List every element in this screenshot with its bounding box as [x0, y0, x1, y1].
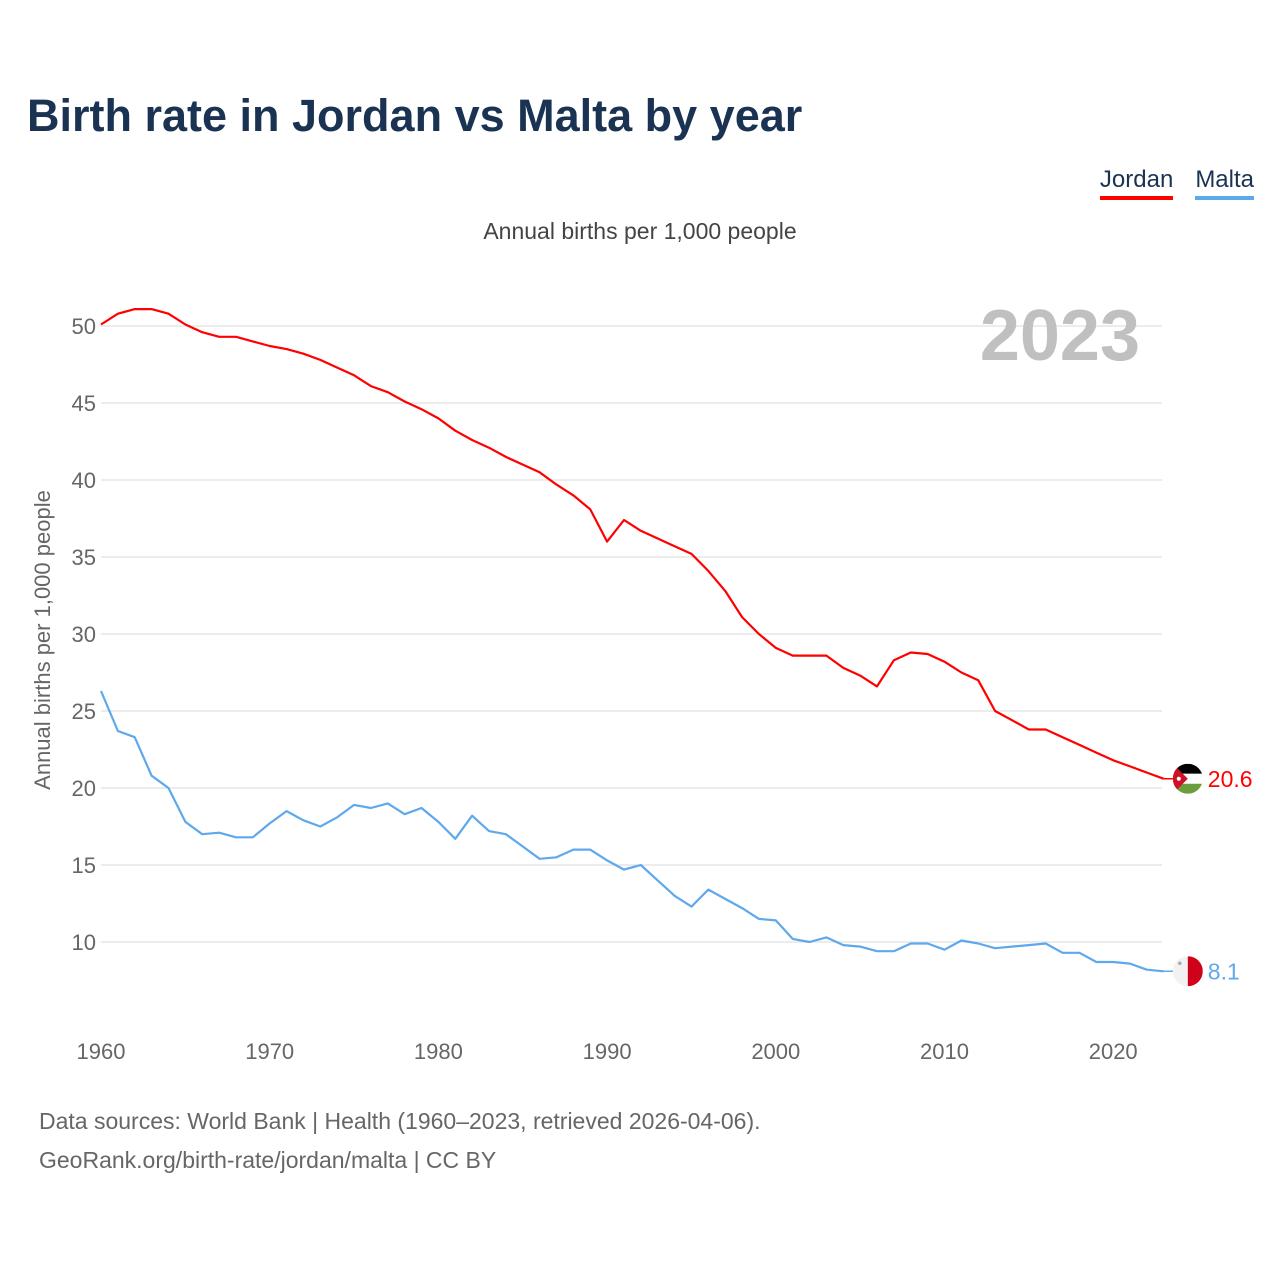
legend-item-malta[interactable]: Malta	[1195, 166, 1254, 200]
y-tick-label: 50	[72, 314, 96, 339]
y-tick-label: 15	[72, 853, 96, 878]
footer-link[interactable]: GeoRank.org/birth-rate/jordan/malta | CC…	[39, 1147, 497, 1173]
legend: Jordan Malta	[1099, 166, 1254, 200]
y-tick-label: 10	[72, 930, 96, 955]
footer-sources: Data sources: World Bank | Health (1960–…	[39, 1108, 761, 1134]
y-tick-label: 20	[72, 776, 96, 801]
y-tick-label: 30	[72, 622, 96, 647]
y-tick-label: 45	[72, 391, 96, 416]
x-tick-label: 1980	[414, 1039, 463, 1064]
series-line-malta	[99, 690, 1164, 973]
x-tick-label: 1970	[245, 1039, 294, 1064]
end-value-label-jordan: 20.6	[1208, 766, 1253, 792]
x-tick-label: 1990	[583, 1039, 632, 1064]
flag-stripe	[1172, 763, 1203, 774]
end-value-label-malta: 8.1	[1208, 958, 1240, 984]
flag-stripe	[1172, 783, 1203, 794]
chart-title: Birth rate in Jordan vs Malta by year	[27, 90, 803, 141]
flag-jordan-icon	[1172, 763, 1203, 794]
x-tick-label: 2010	[920, 1039, 969, 1064]
flag-star	[1176, 776, 1181, 781]
y-tick-label: 40	[72, 468, 96, 493]
y-tick-label: 25	[72, 699, 96, 724]
flag-body	[1172, 956, 1203, 987]
x-tick-label: 2020	[1089, 1039, 1138, 1064]
y-tick-label: 35	[72, 545, 96, 570]
series-line-jordan	[100, 308, 1165, 780]
flag-malta-icon	[1172, 956, 1203, 987]
x-tick-label: 2000	[751, 1039, 800, 1064]
x-tick-label: 1960	[77, 1039, 126, 1064]
flag-body	[1172, 763, 1203, 794]
year-watermark: 2023	[980, 296, 1140, 376]
flag-half	[1187, 956, 1203, 987]
flag-half	[1172, 956, 1188, 987]
chart-subtitle: Annual births per 1,000 people	[483, 218, 797, 244]
legend-item-jordan[interactable]: Jordan	[1099, 166, 1174, 200]
flag-cross	[1178, 961, 1182, 966]
